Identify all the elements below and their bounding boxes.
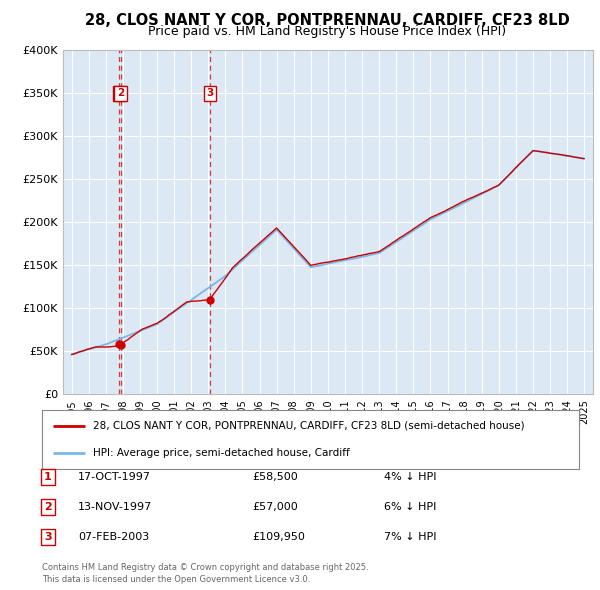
Text: HPI: Average price, semi-detached house, Cardiff: HPI: Average price, semi-detached house,…: [93, 448, 350, 458]
Text: 17-OCT-1997: 17-OCT-1997: [78, 472, 151, 482]
Text: £109,950: £109,950: [252, 532, 305, 542]
Text: 28, CLOS NANT Y COR, PONTPRENNAU, CARDIFF, CF23 8LD: 28, CLOS NANT Y COR, PONTPRENNAU, CARDIF…: [85, 13, 569, 28]
Text: 2: 2: [117, 88, 124, 98]
Text: 3: 3: [206, 88, 214, 98]
Text: 3: 3: [44, 532, 52, 542]
Text: 7% ↓ HPI: 7% ↓ HPI: [384, 532, 437, 542]
Text: Price paid vs. HM Land Registry's House Price Index (HPI): Price paid vs. HM Land Registry's House …: [148, 25, 506, 38]
Text: 13-NOV-1997: 13-NOV-1997: [78, 502, 152, 512]
Text: This data is licensed under the Open Government Licence v3.0.: This data is licensed under the Open Gov…: [42, 575, 310, 585]
Text: 6% ↓ HPI: 6% ↓ HPI: [384, 502, 436, 512]
Text: 1: 1: [44, 472, 52, 482]
Text: Contains HM Land Registry data © Crown copyright and database right 2025.: Contains HM Land Registry data © Crown c…: [42, 562, 368, 572]
Text: 2: 2: [44, 502, 52, 512]
Text: £57,000: £57,000: [252, 502, 298, 512]
Text: 1: 1: [116, 88, 123, 98]
Text: 07-FEB-2003: 07-FEB-2003: [78, 532, 149, 542]
Text: 4% ↓ HPI: 4% ↓ HPI: [384, 472, 437, 482]
Text: £58,500: £58,500: [252, 472, 298, 482]
Text: 28, CLOS NANT Y COR, PONTPRENNAU, CARDIFF, CF23 8LD (semi-detached house): 28, CLOS NANT Y COR, PONTPRENNAU, CARDIF…: [93, 421, 524, 431]
